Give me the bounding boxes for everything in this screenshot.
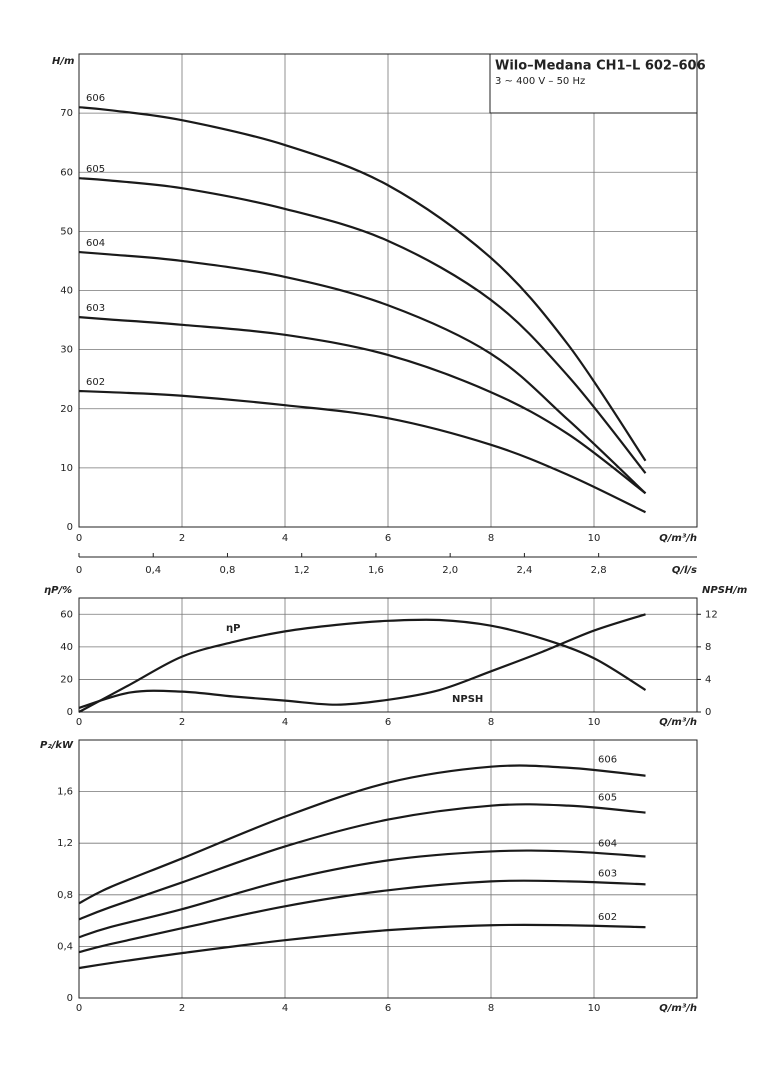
x2-axis-label: Q/l/s <box>672 565 697 576</box>
x-tick-label: 10 <box>588 717 601 728</box>
x2-tick-label: 2,4 <box>516 565 532 576</box>
y-tick-label: 40 <box>60 286 73 297</box>
title-box <box>489 53 698 114</box>
y-tick-label: 0,4 <box>57 941 73 952</box>
x-axis-label: Q/m³/h <box>659 1003 697 1014</box>
chart-title: Wilo–Medana CH1–L 602–606 <box>495 59 706 74</box>
series-line <box>78 613 646 709</box>
series-line <box>78 879 646 954</box>
y2-tick-label: 12 <box>705 609 718 620</box>
series-label: NPSH <box>452 694 483 705</box>
x2-tick-label: 2,0 <box>442 565 458 576</box>
series-line <box>78 923 646 970</box>
series-label: 605 <box>598 793 617 804</box>
x-tick-label: 2 <box>179 533 185 544</box>
y-tick-label: 20 <box>60 404 73 415</box>
x-tick-label: 8 <box>488 717 494 728</box>
y-tick-label: 0 <box>67 522 73 533</box>
x2-tick-label: 0 <box>76 565 82 576</box>
series-line <box>78 849 646 939</box>
x-tick-label: 10 <box>588 1003 601 1014</box>
x-axis-label: Q/m³/h <box>659 717 697 728</box>
y-tick-label: 20 <box>60 674 73 685</box>
series-line <box>78 389 646 514</box>
y-tick-label: 1,2 <box>57 838 73 849</box>
x-tick-label: 0 <box>76 1003 82 1014</box>
series-label: 602 <box>86 377 105 388</box>
x-tick-label: 4 <box>282 533 288 544</box>
series-label: 604 <box>598 838 617 849</box>
y-tick-label: 60 <box>60 167 73 178</box>
y2-tick-label: 4 <box>705 674 711 685</box>
x2-tick-label: 1,6 <box>368 565 384 576</box>
plot-frame <box>78 53 698 528</box>
series-line <box>78 106 647 462</box>
x-tick-label: 2 <box>179 1003 185 1014</box>
series-line <box>78 764 646 905</box>
y-tick-label: 60 <box>60 609 73 620</box>
chart-subtitle: 3 ~ 400 V – 50 Hz <box>495 76 585 87</box>
series-line <box>78 803 646 921</box>
y-tick-label: 0 <box>67 993 73 1004</box>
y-tick-label: 50 <box>60 226 73 237</box>
y-tick-label: 1,6 <box>57 787 73 798</box>
x-tick-label: 0 <box>76 533 82 544</box>
x2-tick-label: 0,8 <box>220 565 236 576</box>
x2-tick-label: 1,2 <box>294 565 310 576</box>
series-label: 603 <box>598 868 617 879</box>
series-line <box>78 250 647 495</box>
series-label: 604 <box>86 238 105 249</box>
x-tick-label: 2 <box>179 717 185 728</box>
x-tick-label: 6 <box>385 1003 391 1014</box>
x-tick-label: 10 <box>588 533 601 544</box>
x2-tick-label: 0,4 <box>145 565 161 576</box>
y-axis-label: P₂/kW <box>40 740 74 751</box>
series-line <box>78 316 647 495</box>
series-label: 602 <box>598 912 617 923</box>
series-label: 603 <box>86 303 105 314</box>
x2-tick-label: 2,8 <box>591 565 607 576</box>
x-tick-label: 8 <box>488 533 494 544</box>
series-label: 606 <box>598 755 617 766</box>
y2-tick-label: 8 <box>705 642 711 653</box>
y2-tick-label: 0 <box>705 707 711 718</box>
x-tick-label: 6 <box>385 717 391 728</box>
y-tick-label: 10 <box>60 463 73 474</box>
x-axis-label: Q/m³/h <box>659 533 697 544</box>
y-axis-label: H/m <box>52 56 74 67</box>
y-tick-label: 70 <box>60 108 73 119</box>
y-tick-label: 40 <box>60 642 73 653</box>
series-label: 606 <box>86 93 105 104</box>
plot-frame <box>78 597 698 713</box>
y-tick-label: 30 <box>60 345 73 356</box>
x-tick-label: 0 <box>76 717 82 728</box>
y-tick-label: 0 <box>67 707 73 718</box>
plot-frame <box>78 739 698 999</box>
y2-axis-label: NPSH/m <box>702 585 747 596</box>
series-line <box>78 618 647 713</box>
series-line <box>78 177 647 474</box>
x-tick-label: 4 <box>282 717 288 728</box>
y-axis-label: ηP/% <box>44 585 72 596</box>
y-tick-label: 0,8 <box>57 890 73 901</box>
x-tick-label: 8 <box>488 1003 494 1014</box>
series-label: 605 <box>86 164 105 175</box>
x-tick-label: 6 <box>385 533 391 544</box>
x-tick-label: 4 <box>282 1003 288 1014</box>
series-label: ηP <box>226 623 240 634</box>
